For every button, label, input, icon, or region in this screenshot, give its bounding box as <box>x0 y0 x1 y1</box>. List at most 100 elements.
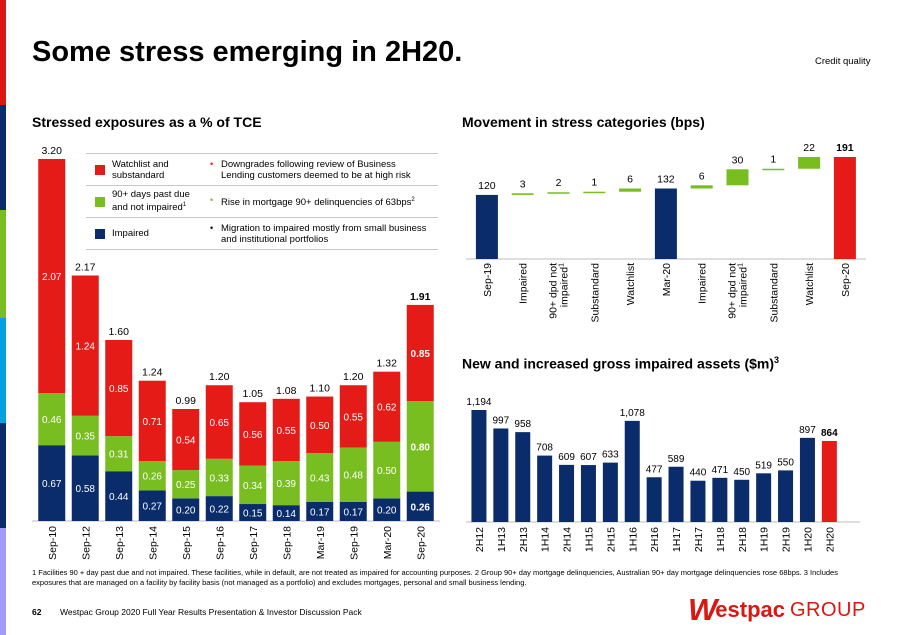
footnote: 1 Facilities 90 + day past due and not i… <box>32 568 838 587</box>
segment-label: 0.26 <box>411 502 431 513</box>
x-tick-label: Sep-12 <box>80 526 92 560</box>
x-tick-label: Sep-13 <box>114 526 126 560</box>
legend-label-90dpd-sup: 1 <box>182 202 187 209</box>
page-title: Some stress emerging in 2H20. <box>32 36 463 68</box>
bar-segment <box>71 275 99 416</box>
segment-label: 0.46 <box>42 415 62 426</box>
bar-segment <box>138 490 166 521</box>
x-tick-label: Sep-15 <box>181 526 193 560</box>
segment-label: 0.25 <box>176 480 196 491</box>
segment-label: 0.33 <box>210 473 230 484</box>
edge-stripe-navy <box>0 105 6 210</box>
segment-label: 0.85 <box>411 349 431 360</box>
bar-segment <box>272 505 300 521</box>
impaired-tick-label: 1H14 <box>540 527 552 552</box>
bar-segment <box>406 304 434 402</box>
bar-segment <box>406 491 434 521</box>
stressed-legend: Watchlist and substandard • Downgrades fol… <box>86 153 438 250</box>
impaired-tick-label: 2H19 <box>781 527 793 552</box>
bar-segment <box>239 402 267 466</box>
impaired-tick-label: 2H13 <box>518 527 530 552</box>
impaired-bar <box>537 455 553 522</box>
segment-label: 0.17 <box>310 507 330 518</box>
legend-label-watchlist-l2: substandard <box>112 169 165 181</box>
waterfall-bar <box>833 157 856 259</box>
segment-label: 0.80 <box>411 442 431 453</box>
waterfall-bar <box>547 192 570 194</box>
waterfall-bar <box>583 191 606 194</box>
impaired-bar <box>602 462 618 522</box>
legend-row-watchlist: Watchlist and substandard • Downgrades fol… <box>86 154 438 186</box>
impaired-bar <box>778 470 794 522</box>
bar-segment <box>272 461 300 506</box>
impaired-tick-label: 2H12 <box>474 527 486 552</box>
waterfall-tick-label: 90+ dpd not <box>727 263 739 319</box>
waterfall-tick-label: Impaired <box>518 263 530 304</box>
legend-desc-impaired: • Migration to impaired mostly from small… <box>206 222 426 245</box>
section-tag: Credit quality <box>815 56 871 67</box>
bar-segment <box>105 339 133 437</box>
bar-total-label: 1.60 <box>109 326 130 338</box>
bullet-icon: • <box>210 222 214 233</box>
segment-label: 0.65 <box>210 418 230 429</box>
impaired-value-label: 550 <box>777 457 794 468</box>
waterfall-bar <box>690 185 713 189</box>
bar-segment <box>373 498 401 521</box>
impaired-bar <box>734 479 750 522</box>
bar-total-label: 1.32 <box>377 358 398 370</box>
segment-label: 2.07 <box>42 272 62 283</box>
bar-segment <box>339 501 367 521</box>
waterfall-tick-label: Sep-20 <box>840 263 852 297</box>
logo-estpac: estpac <box>715 597 785 622</box>
impaired-assets-title-text: New and increased gross impaired assets … <box>462 355 775 372</box>
impaired-tick-label: 2H18 <box>737 527 749 552</box>
waterfall-tick-label: Watchlist <box>625 263 637 305</box>
bar-segment <box>105 436 133 472</box>
impaired-value-label: 1,194 <box>466 397 491 408</box>
bar-total-label: 1.05 <box>243 388 264 400</box>
segment-label: 0.20 <box>176 506 196 517</box>
waterfall-value-label: 2 <box>556 177 562 189</box>
legend-desc-watchlist: • Downgrades following review of Business… <box>206 158 411 181</box>
waterfall-tick-label: Mar-20 <box>661 263 673 296</box>
x-tick-label: Sep-17 <box>248 526 260 560</box>
logo-group: GROUP <box>789 599 866 621</box>
page-number: 62 <box>32 607 42 617</box>
bullet-icon: • <box>210 158 214 169</box>
logo-w: W <box>688 592 717 627</box>
impaired-value-label: 897 <box>799 425 816 436</box>
movement-title: Movement in stress categories (bps) <box>462 114 705 130</box>
bar-segment <box>105 471 133 521</box>
segment-label: 0.34 <box>243 481 263 492</box>
bar-segment <box>339 385 367 448</box>
bar-segment <box>239 504 267 521</box>
impaired-value-label: 633 <box>602 450 619 461</box>
impaired-tick-label: 1H19 <box>759 527 771 552</box>
segment-label: 0.67 <box>42 479 62 490</box>
impaired-bar <box>580 465 596 522</box>
segment-label: 0.14 <box>277 509 297 520</box>
bar-segment <box>205 496 233 521</box>
waterfall-bar <box>511 193 534 195</box>
impaired-bar <box>493 428 509 522</box>
impaired-tick-label: 1H16 <box>627 527 639 552</box>
bar-segment <box>38 158 66 394</box>
segment-label: 0.55 <box>344 412 364 423</box>
legend-swatch-impaired <box>95 228 105 239</box>
x-tick-label: Mar-20 <box>382 526 394 559</box>
impaired-bar <box>690 480 706 522</box>
segment-label: 0.17 <box>344 507 364 518</box>
segment-label: 0.31 <box>109 450 129 461</box>
x-tick-label: Sep-20 <box>415 526 427 560</box>
impaired-tick-label: 2H20 <box>824 527 836 552</box>
impaired-bar <box>646 477 662 522</box>
impaired-tick-label: 2H16 <box>649 527 661 552</box>
bar-total-label: 3.20 <box>42 145 63 157</box>
edge-stripe-navy-2 <box>0 423 6 528</box>
waterfall-value-label: 6 <box>699 170 705 182</box>
impaired-bar <box>712 477 728 522</box>
segment-label: 0.58 <box>76 484 96 495</box>
segment-label: 1.24 <box>76 342 96 353</box>
x-tick-label: Mar-19 <box>315 526 327 559</box>
